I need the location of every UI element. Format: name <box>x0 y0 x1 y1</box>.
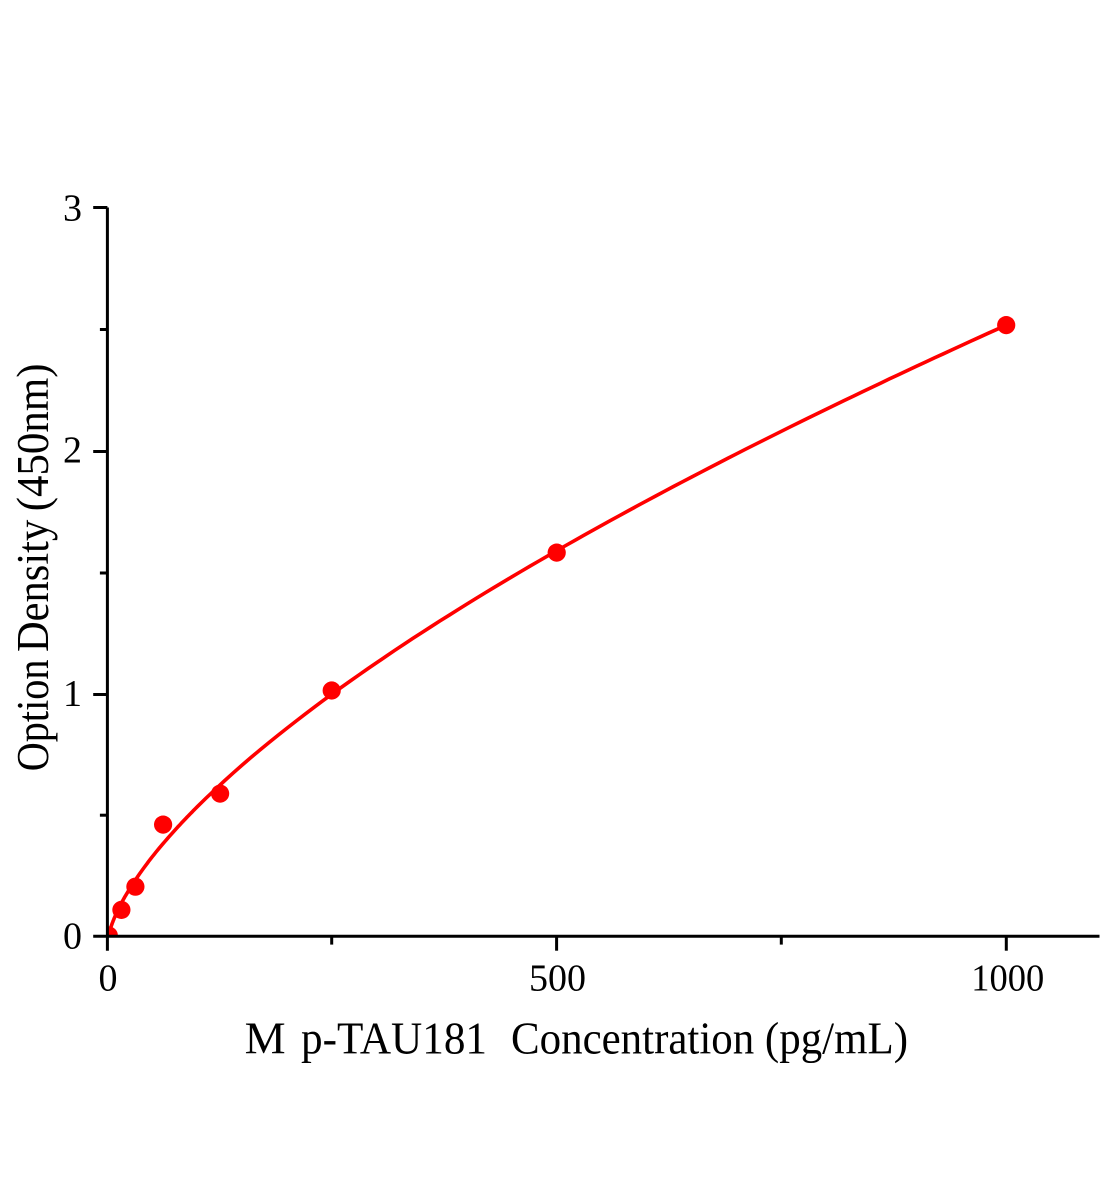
svg-text:(450nm): (450nm) <box>8 364 58 512</box>
svg-text:500: 500 <box>529 957 586 999</box>
svg-text:2: 2 <box>63 429 82 471</box>
svg-text:0: 0 <box>99 957 118 999</box>
svg-text:Option: Option <box>8 660 58 772</box>
svg-text:M: M <box>245 1014 286 1064</box>
svg-text:Concentration (pg/mL): Concentration (pg/mL) <box>511 1014 908 1064</box>
svg-text:Density: Density <box>8 519 58 652</box>
svg-text:0: 0 <box>63 915 82 957</box>
svg-text:1: 1 <box>63 673 82 715</box>
svg-text:3: 3 <box>63 187 82 229</box>
svg-text:1000: 1000 <box>971 957 1044 999</box>
svg-text:p-TAU181: p-TAU181 <box>301 1014 487 1064</box>
